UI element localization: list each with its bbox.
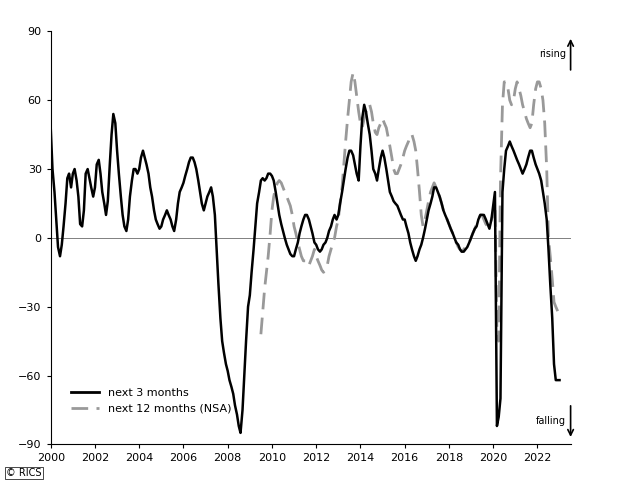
Text: falling: falling <box>536 416 566 426</box>
Text: Net balance, %, SA: Net balance, %, SA <box>13 11 119 21</box>
Text: rising: rising <box>539 49 566 59</box>
Text: Price Expectations: Price Expectations <box>237 8 397 23</box>
Text: © RICS: © RICS <box>6 468 42 478</box>
Text: Net balance, %, SA: Net balance, %, SA <box>6 19 113 29</box>
Legend: next 3 months, next 12 months (NSA): next 3 months, next 12 months (NSA) <box>67 384 236 418</box>
